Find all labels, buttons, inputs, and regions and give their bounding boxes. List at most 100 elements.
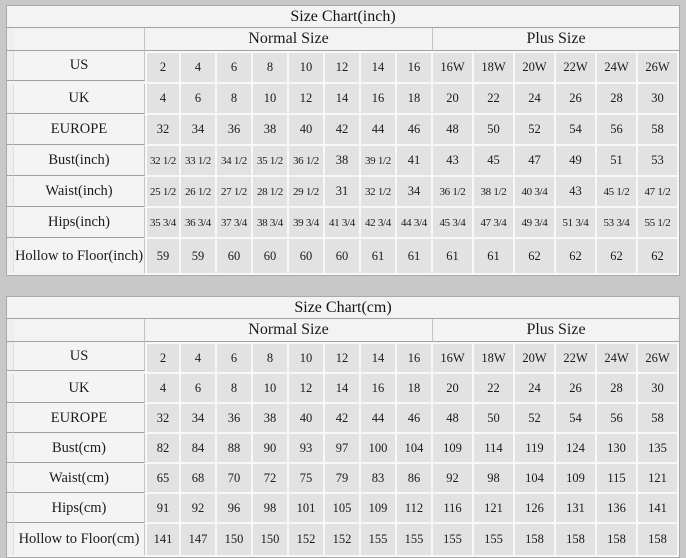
edge-spacer xyxy=(7,434,14,463)
size-value-cell: 26W xyxy=(638,342,679,374)
size-value-cell: 52 xyxy=(515,404,556,434)
size-value-cell: 22W xyxy=(556,342,597,374)
size-value-cell: 141 xyxy=(145,524,181,557)
size-value-cell: 61 xyxy=(474,239,515,275)
size-value-cell: 97 xyxy=(325,434,361,464)
size-value-cell: 34 xyxy=(181,404,217,434)
size-value-cell: 28 xyxy=(597,374,638,404)
size-value-cell: 16 xyxy=(397,51,433,84)
size-value-cell: 2 xyxy=(145,51,181,84)
row-label: Bust(cm) xyxy=(14,434,145,463)
size-value-cell: 62 xyxy=(515,239,556,275)
size-value-cell: 60 xyxy=(253,239,289,275)
size-value-cell: 18W xyxy=(474,51,515,84)
size-value-cell: 36 1/2 xyxy=(289,146,325,177)
size-value-cell: 49 xyxy=(556,146,597,177)
size-value-cell: 8 xyxy=(217,374,253,404)
size-value-cell: 104 xyxy=(515,464,556,494)
size-value-cell: 136 xyxy=(597,494,638,524)
edge-spacer xyxy=(7,208,14,238)
size-value-cell: 150 xyxy=(217,524,253,557)
size-value-cell: 6 xyxy=(181,84,217,115)
size-value-cell: 6 xyxy=(181,374,217,404)
size-value-cell: 59 xyxy=(181,239,217,275)
row-label: Hips(inch) xyxy=(14,208,145,238)
size-value-cell: 46 xyxy=(397,404,433,434)
size-value-cell: 56 xyxy=(597,404,638,434)
size-value-cell: 124 xyxy=(556,434,597,464)
size-value-cell: 4 xyxy=(181,342,217,374)
edge-spacer xyxy=(7,342,14,371)
size-value-cell: 92 xyxy=(433,464,474,494)
size-value-cell: 152 xyxy=(325,524,361,557)
row-label: UK xyxy=(14,84,145,114)
size-value-cell: 114 xyxy=(474,434,515,464)
size-value-cell: 36 3/4 xyxy=(181,208,217,239)
size-value-cell: 16W xyxy=(433,342,474,374)
size-value-cell: 47 xyxy=(515,146,556,177)
size-value-cell: 56 xyxy=(597,115,638,146)
size-value-cell: 55 1/2 xyxy=(638,208,679,239)
size-value-cell: 14 xyxy=(325,374,361,404)
size-value-cell: 141 xyxy=(638,494,679,524)
edge-spacer xyxy=(7,404,14,433)
size-value-cell: 155 xyxy=(397,524,433,557)
size-value-cell: 109 xyxy=(433,434,474,464)
edge-spacer xyxy=(7,524,14,555)
size-value-cell: 4 xyxy=(145,374,181,404)
size-value-cell: 34 1/2 xyxy=(217,146,253,177)
size-value-cell: 16W xyxy=(433,51,474,84)
size-value-cell: 42 xyxy=(325,404,361,434)
size-value-cell: 30 xyxy=(638,374,679,404)
size-value-cell: 150 xyxy=(253,524,289,557)
size-value-cell: 32 xyxy=(145,115,181,146)
size-value-cell: 121 xyxy=(474,494,515,524)
size-value-cell: 115 xyxy=(597,464,638,494)
size-value-cell: 37 3/4 xyxy=(217,208,253,239)
size-value-cell: 35 3/4 xyxy=(145,208,181,239)
table-title: Size Chart(inch) xyxy=(7,6,679,28)
size-value-cell: 105 xyxy=(325,494,361,524)
size-value-cell: 65 xyxy=(145,464,181,494)
edge-spacer xyxy=(7,146,14,176)
size-value-cell: 41 xyxy=(397,146,433,177)
size-value-cell: 22W xyxy=(556,51,597,84)
table-title: Size Chart(cm) xyxy=(7,297,679,319)
size-value-cell: 29 1/2 xyxy=(289,177,325,208)
size-value-cell: 42 3/4 xyxy=(361,208,397,239)
size-value-cell: 83 xyxy=(361,464,397,494)
size-value-cell: 39 3/4 xyxy=(289,208,325,239)
size-value-cell: 126 xyxy=(515,494,556,524)
size-value-cell: 54 xyxy=(556,404,597,434)
size-value-cell: 59 xyxy=(145,239,181,275)
header-edge-spacer xyxy=(7,28,14,51)
size-value-cell: 158 xyxy=(515,524,556,557)
size-value-cell: 60 xyxy=(289,239,325,275)
size-value-cell: 12 xyxy=(325,342,361,374)
column-group-normal-size: Normal Size xyxy=(145,28,433,51)
size-value-cell: 44 xyxy=(361,115,397,146)
size-chart-cm-table: Size Chart(cm) Normal Size Plus Size US 2 4 6… xyxy=(6,296,680,558)
size-value-cell: 58 xyxy=(638,404,679,434)
size-value-cell: 58 xyxy=(638,115,679,146)
size-value-cell: 45 xyxy=(474,146,515,177)
size-value-cell: 62 xyxy=(638,239,679,275)
size-value-cell: 61 xyxy=(397,239,433,275)
size-value-cell: 44 xyxy=(361,404,397,434)
size-value-cell: 61 xyxy=(433,239,474,275)
size-value-cell: 18 xyxy=(397,374,433,404)
size-value-cell: 20W xyxy=(515,342,556,374)
size-value-cell: 8 xyxy=(253,51,289,84)
size-value-cell: 14 xyxy=(361,342,397,374)
size-value-cell: 48 xyxy=(433,404,474,434)
size-value-cell: 131 xyxy=(556,494,597,524)
size-value-cell: 60 xyxy=(217,239,253,275)
row-label: US xyxy=(14,51,145,81)
row-label: UK xyxy=(14,374,145,403)
size-value-cell: 61 xyxy=(361,239,397,275)
size-value-cell: 6 xyxy=(217,342,253,374)
column-group-normal-size: Normal Size xyxy=(145,319,433,342)
size-value-cell: 18W xyxy=(474,342,515,374)
header-label-spacer xyxy=(14,319,145,342)
